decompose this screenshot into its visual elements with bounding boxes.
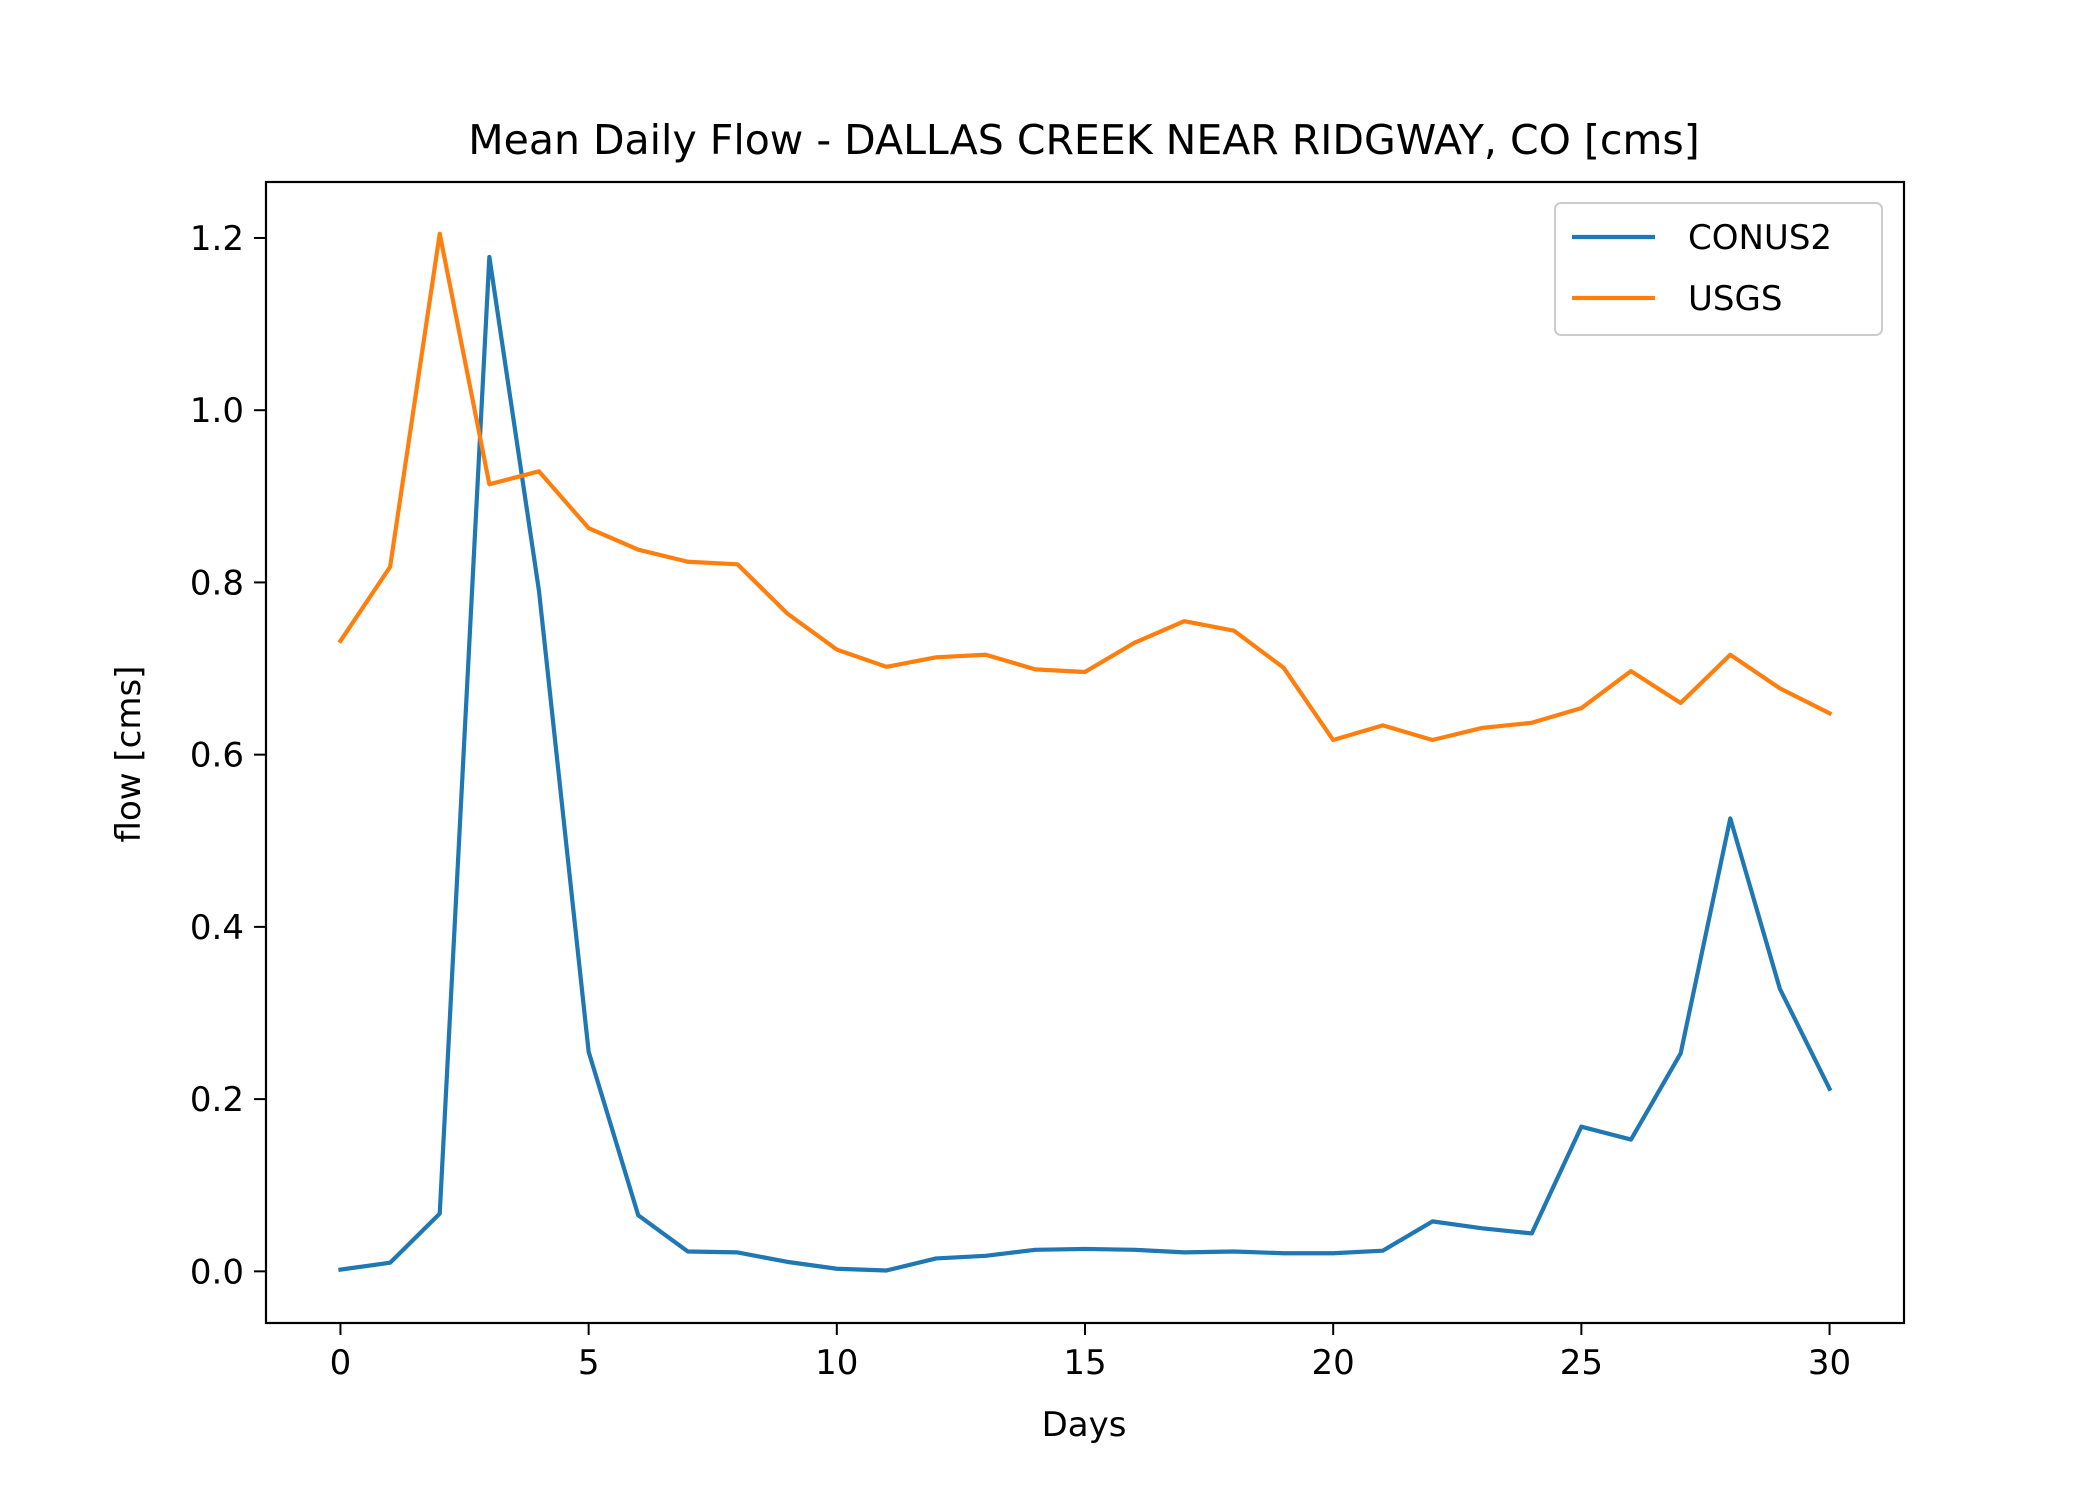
- y-tick-label: 1.2: [190, 219, 244, 259]
- x-axis-label: Days: [1042, 1405, 1127, 1445]
- x-tick-label: 20: [1312, 1343, 1355, 1383]
- series-line-conus2: [338, 254, 1833, 1273]
- y-axis-label: flow [cms]: [109, 666, 149, 843]
- x-tick-label: 5: [578, 1343, 600, 1383]
- y-tick-label: 0.4: [190, 908, 244, 948]
- legend-label-usgs: USGS: [1688, 279, 1782, 319]
- plot-area: 0 5 10 15 20 25 30 0.0 0.2 0.4 0.6 0.8 1.0 1.2 CONUS2 U…: [190, 180, 1906, 1383]
- y-tick-label: 0.0: [190, 1252, 244, 1292]
- chart-title: Mean Daily Flow - DALLAS CREEK NEAR RIDG…: [468, 116, 1700, 164]
- x-tick-label: 10: [815, 1343, 858, 1383]
- x-tick-label: 30: [1808, 1343, 1851, 1383]
- y-tick-label: 0.2: [190, 1080, 244, 1120]
- x-tick-label: 25: [1560, 1343, 1603, 1383]
- y-tick-label: 0.6: [190, 736, 244, 776]
- x-tick-label: 0: [330, 1343, 352, 1383]
- legend-label-conus2: CONUS2: [1688, 218, 1832, 258]
- y-tick-label: 1.0: [190, 391, 244, 431]
- axes-frame: [264, 180, 1906, 1325]
- series-line-usgs: [337, 231, 1833, 743]
- y-tick-label: 0.8: [190, 563, 244, 603]
- legend: CONUS2 USGS: [1554, 202, 1883, 336]
- x-tick-label: 15: [1063, 1343, 1106, 1383]
